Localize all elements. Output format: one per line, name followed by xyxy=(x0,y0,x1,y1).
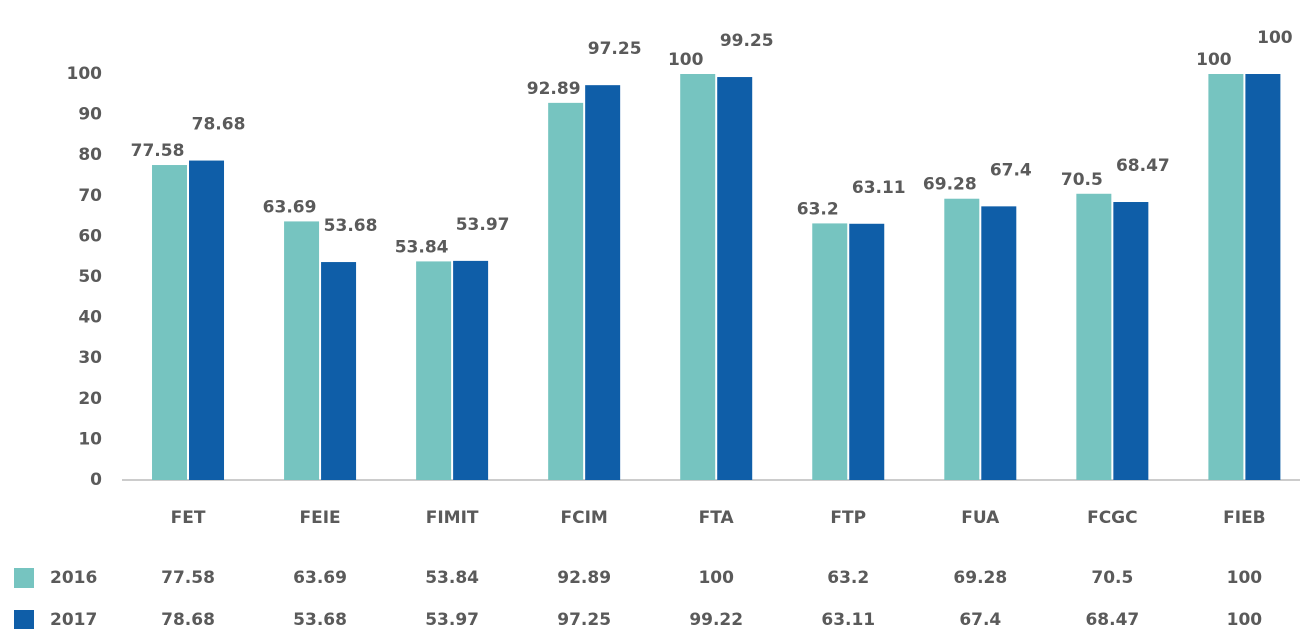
x-tick-label: FIMIT xyxy=(426,508,479,528)
y-tick-label: 30 xyxy=(78,348,102,368)
bar xyxy=(284,221,320,481)
bar xyxy=(453,260,489,480)
table-cell: 78.68 xyxy=(161,610,215,629)
data-label: 100 xyxy=(1196,50,1232,70)
table-cell: 63.11 xyxy=(821,610,875,629)
x-tick-label: FCIM xyxy=(560,508,607,528)
x-tick-label: FIEB xyxy=(1223,508,1266,528)
data-label: 97.25 xyxy=(588,39,642,59)
legend-label: 2017 xyxy=(50,610,97,629)
bar xyxy=(1245,74,1281,480)
bar xyxy=(416,261,452,480)
bar xyxy=(680,74,716,480)
y-tick-label: 90 xyxy=(78,105,102,125)
x-tick-label: FUA xyxy=(961,508,1000,528)
x-tick-label: FEIE xyxy=(299,508,340,528)
table-cell: 77.58 xyxy=(161,568,215,588)
table-cell: 63.2 xyxy=(827,568,869,588)
x-tick-label: FTP xyxy=(830,508,866,528)
data-label: 53.97 xyxy=(456,215,510,235)
data-label: 70.5 xyxy=(1061,170,1103,190)
y-tick-label: 70 xyxy=(78,186,102,206)
x-tick-label: FET xyxy=(171,508,206,528)
bar xyxy=(812,223,848,480)
data-label: 67.4 xyxy=(990,160,1032,180)
x-tick-label: FCGC xyxy=(1087,508,1138,528)
y-tick-label: 40 xyxy=(78,308,102,328)
table-cell: 99.22 xyxy=(689,610,743,629)
y-tick-label: 80 xyxy=(78,145,102,165)
data-label: 92.89 xyxy=(527,79,581,99)
bar xyxy=(1208,74,1244,480)
data-label: 53.84 xyxy=(395,237,449,257)
bar xyxy=(1113,202,1149,481)
table-cell: 63.69 xyxy=(293,568,347,588)
legend-swatch xyxy=(14,568,34,588)
data-label: 53.68 xyxy=(324,216,378,236)
table-cell: 68.47 xyxy=(1085,610,1139,629)
y-tick-label: 100 xyxy=(67,64,103,84)
data-label: 100 xyxy=(668,50,704,70)
table-cell: 100 xyxy=(1227,568,1263,588)
bar xyxy=(717,77,753,481)
data-label: 78.68 xyxy=(192,115,246,135)
table-cell: 53.97 xyxy=(425,610,479,629)
legend-swatch xyxy=(14,610,34,629)
y-tick-label: 60 xyxy=(78,226,102,246)
table-cell: 53.68 xyxy=(293,610,347,629)
data-label: 77.58 xyxy=(131,141,185,161)
table-cell: 100 xyxy=(698,568,734,588)
x-tick-label: FTA xyxy=(699,508,735,528)
table-cell: 70.5 xyxy=(1091,568,1133,588)
bar xyxy=(321,262,357,480)
y-tick-label: 10 xyxy=(78,429,102,449)
bar xyxy=(548,102,584,480)
table-cell: 53.84 xyxy=(425,568,479,588)
data-label: 99.25 xyxy=(720,31,774,51)
table-cell: 67.4 xyxy=(959,610,1001,629)
data-label: 63.2 xyxy=(797,199,839,219)
table-cell: 100 xyxy=(1227,610,1263,629)
bar xyxy=(1076,193,1112,480)
bar xyxy=(585,85,621,480)
bar xyxy=(189,160,225,480)
table-cell: 97.25 xyxy=(557,610,611,629)
bar xyxy=(849,223,885,480)
bar xyxy=(152,165,188,480)
bar xyxy=(981,206,1017,480)
legend-label: 2016 xyxy=(50,568,97,588)
data-label: 63.69 xyxy=(263,197,317,217)
table-cell: 69.28 xyxy=(953,568,1007,588)
data-label: 69.28 xyxy=(923,175,977,195)
bar xyxy=(944,198,980,480)
y-tick-label: 0 xyxy=(90,470,102,490)
data-label: 100 xyxy=(1257,28,1293,48)
table-cell: 92.89 xyxy=(557,568,611,588)
data-label: 63.11 xyxy=(852,178,906,198)
data-label: 68.47 xyxy=(1116,156,1170,176)
y-tick-label: 50 xyxy=(78,267,102,287)
y-tick-label: 20 xyxy=(78,389,102,409)
